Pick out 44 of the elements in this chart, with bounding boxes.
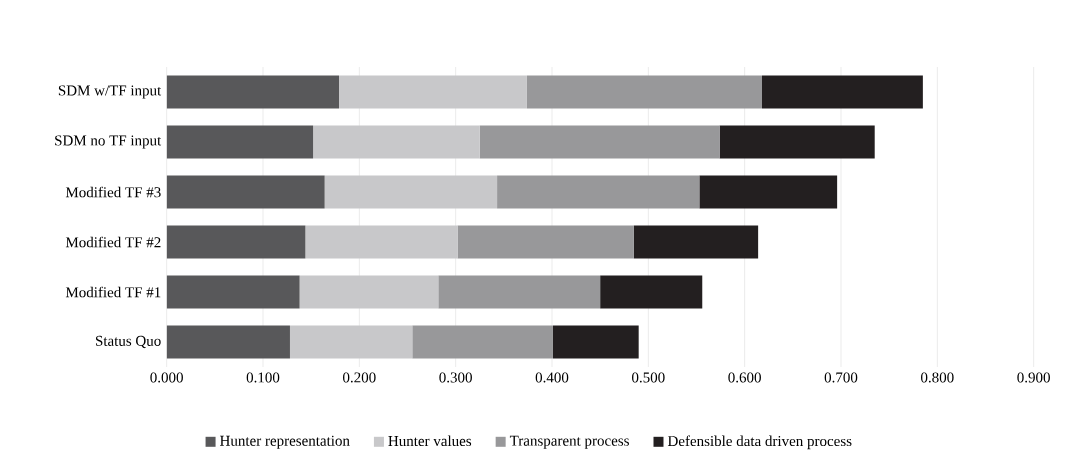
x-tick-label: 0.500: [632, 372, 665, 383]
legend-label: Hunter representation: [220, 435, 350, 449]
y-tick-label: Modified TF #1: [65, 286, 161, 298]
bar: [166, 125, 314, 159]
x-tick-label: 0.600: [728, 372, 761, 383]
bar: [457, 225, 634, 259]
bar: [438, 275, 601, 309]
y-tick-label: SDM w/TF input: [58, 85, 162, 99]
bar: [166, 175, 325, 209]
bar: [339, 75, 527, 109]
y-tick-label: Modified TF #3: [65, 186, 161, 198]
y-tick-label: Modified TF #2: [65, 236, 161, 248]
bar: [166, 275, 300, 309]
x-tick-label: 0.400: [535, 372, 569, 383]
x-tick-label: 0.900: [1017, 372, 1050, 383]
x-tick-label: 0.200: [343, 372, 376, 383]
x-tick-label: 0.100: [246, 372, 280, 383]
bar: [166, 75, 340, 109]
bar: [761, 75, 923, 109]
x-tick-label: 0.000: [150, 372, 183, 383]
bar: [305, 225, 458, 259]
bar: [633, 225, 759, 259]
bar: [719, 125, 875, 159]
bar: [699, 175, 838, 209]
x-tick-label: 0.700: [824, 372, 858, 383]
legend-label: Defensible data driven process: [667, 435, 852, 450]
bar: [412, 325, 553, 359]
y-tick-label: SDM no TF input: [55, 135, 162, 149]
bar: [497, 175, 700, 209]
bar: [324, 175, 498, 209]
bar: [313, 125, 480, 159]
y-tick-label: Status Quo: [96, 335, 161, 349]
bar: [552, 325, 639, 359]
x-tick-label: 0.300: [439, 372, 472, 383]
legend-label: Hunter values: [388, 435, 472, 446]
bar: [526, 75, 762, 109]
bar: [600, 275, 703, 309]
bar: [166, 225, 306, 259]
bar: [166, 325, 290, 359]
bar: [289, 325, 413, 359]
legend-label: Transparent process: [509, 435, 629, 449]
bar: [299, 275, 439, 309]
bar: [479, 125, 720, 159]
x-tick-label: 0.800: [921, 372, 954, 383]
